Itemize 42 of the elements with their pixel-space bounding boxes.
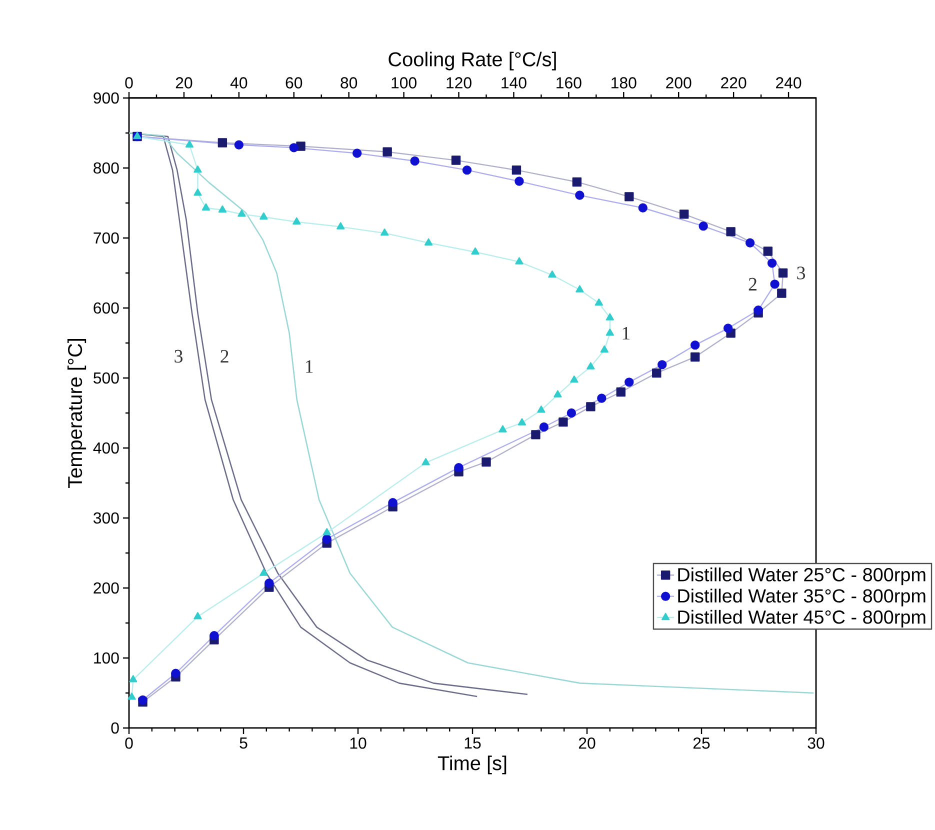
y-tick-label: 700: [94, 232, 119, 244]
x2-tick-label: 20: [176, 77, 192, 88]
x-axis-title: Time [s]: [438, 756, 506, 774]
annotation: 1: [622, 326, 630, 340]
x2-tick-label: 220: [721, 77, 746, 88]
y-tick-label: 300: [94, 512, 119, 524]
y-tick-label: 200: [94, 582, 119, 594]
y-tick-label: 100: [94, 652, 119, 664]
x2-tick-label: 140: [502, 77, 526, 88]
x-tick-label: 25: [693, 738, 710, 749]
y-tick-label: 600: [94, 302, 119, 314]
x2-tick-label: 100: [392, 77, 416, 88]
x2-tick-label: 80: [340, 77, 358, 88]
y-tick-label: 500: [94, 372, 119, 384]
x2-tick-label: 120: [446, 77, 472, 88]
annotation: 2: [220, 350, 228, 363]
y-axis-title: Temperature [°C]: [67, 339, 86, 488]
x-tick-label: 0: [125, 738, 133, 749]
x2-tick-label: 160: [556, 77, 582, 88]
annotation: 2: [748, 278, 756, 290]
legend-label: Distilled Water 35°C - 800rpm: [678, 588, 926, 606]
y-tick-label: 800: [94, 162, 119, 174]
x-tick-label: 30: [808, 738, 824, 749]
annotation: 1: [306, 360, 313, 373]
annotation: 3: [797, 266, 806, 280]
x2-tick-label: 180: [612, 77, 636, 88]
y-tick-label: 0: [111, 722, 119, 734]
x2-tick-label: 200: [666, 77, 692, 88]
y-tick-label: 900: [94, 92, 119, 104]
legend-label: Distilled Water 25°C - 800rpm: [678, 568, 926, 586]
legend-label: Distilled Water 45°C - 800rpm: [678, 610, 926, 628]
x-tick-label: 5: [240, 738, 248, 749]
x-tick-label: 10: [350, 738, 366, 749]
x2-tick-label: 240: [776, 77, 802, 88]
x2-axis-title: Cooling Rate [°C/s]: [388, 52, 556, 70]
x-tick-label: 20: [578, 738, 596, 749]
x2-tick-label: 60: [286, 77, 302, 88]
y-tick-label: 400: [93, 442, 119, 454]
x2-tick-label: 0: [125, 77, 133, 88]
annotation: 3: [174, 350, 182, 363]
x2-tick-label: 40: [230, 77, 248, 88]
x-tick-label: 15: [464, 738, 481, 749]
